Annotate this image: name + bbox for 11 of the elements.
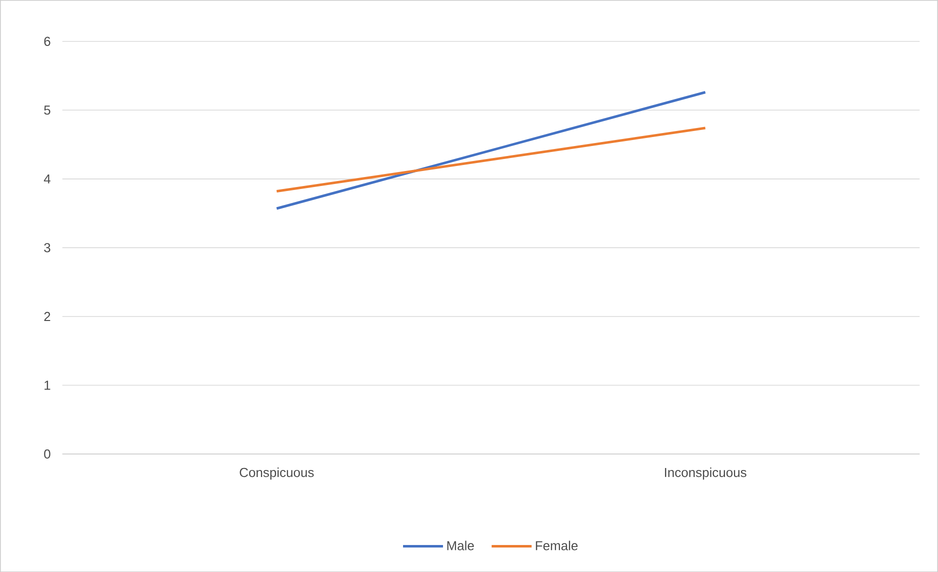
y-tick-label: 6: [44, 36, 50, 46]
x-tick-label: Inconspicuous: [664, 467, 746, 480]
x-tick-label: Conspicuous: [240, 467, 314, 480]
legend-label: Female: [536, 540, 578, 550]
y-tick-label: 0: [44, 449, 50, 458]
legend-label: Male: [447, 540, 474, 550]
y-tick-label: 4: [44, 174, 50, 184]
y-tick-label: 2: [44, 312, 50, 321]
y-tick-label: 1: [44, 380, 50, 390]
y-tick-label: 3: [44, 242, 50, 252]
y-tick-label: 5: [44, 105, 50, 115]
